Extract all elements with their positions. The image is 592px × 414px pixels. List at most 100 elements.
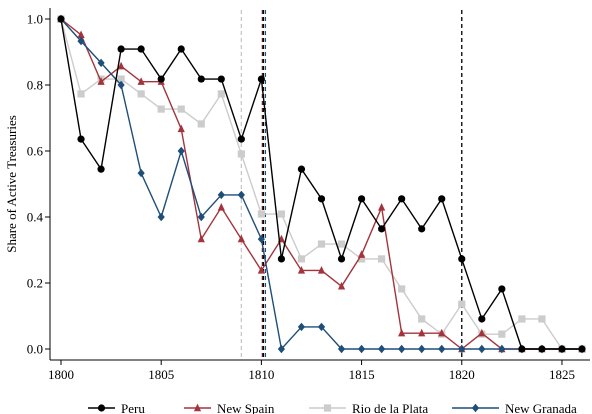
y-tick-label: 0.0 bbox=[27, 342, 43, 357]
x-tick-label: 1815 bbox=[349, 367, 375, 382]
data-point-rio-de-la-plata bbox=[418, 315, 426, 323]
data-point-new-spain bbox=[97, 77, 105, 85]
series-layer bbox=[57, 14, 586, 354]
data-point-new-granada bbox=[418, 344, 426, 354]
data-point-peru bbox=[157, 75, 165, 83]
data-point-new-granada bbox=[177, 146, 185, 156]
data-point-new-granada bbox=[317, 322, 326, 332]
data-point-rio-de-la-plata bbox=[337, 240, 346, 248]
data-point-new-granada bbox=[297, 322, 306, 332]
legend-entry-new-spain: New Spain bbox=[184, 401, 275, 414]
data-point-rio-de-la-plata bbox=[498, 330, 506, 338]
axes: 1800 1805 1810 1815 1820 1825 0.0 0.2 0.4 0.6 0.8… bbox=[27, 8, 590, 382]
data-point-peru bbox=[237, 135, 245, 143]
data-point-new-spain bbox=[137, 77, 145, 85]
x-tick-label: 1810 bbox=[248, 367, 274, 382]
data-point-new-granada bbox=[257, 234, 265, 244]
y-axis-title: Share of Active Treasuries bbox=[4, 115, 19, 253]
data-point-rio-de-la-plata bbox=[277, 210, 286, 218]
data-point-peru bbox=[97, 165, 105, 173]
data-point-peru bbox=[257, 75, 265, 83]
data-point-rio-de-la-plata bbox=[317, 240, 326, 248]
series-line-new-spain bbox=[60, 18, 582, 350]
data-point-peru bbox=[498, 285, 506, 293]
data-point-new-granada bbox=[237, 190, 245, 200]
data-point-new-granada bbox=[137, 168, 145, 178]
data-point-new-granada bbox=[97, 58, 105, 68]
legend-label-peru: Peru bbox=[121, 401, 145, 414]
series-line-rio-de-la-plata bbox=[60, 18, 582, 350]
data-point-new-granada bbox=[498, 344, 506, 354]
data-point-rio-de-la-plata bbox=[297, 255, 306, 263]
data-point-new-granada bbox=[378, 344, 386, 354]
data-point-new-spain bbox=[197, 234, 205, 243]
data-point-peru bbox=[197, 75, 205, 83]
data-point-new-spain bbox=[217, 203, 225, 211]
data-point-new-granada bbox=[197, 212, 205, 222]
legend-label-rio-de-la-plata: Rio de la Plata bbox=[352, 401, 428, 414]
data-point-rio-de-la-plata bbox=[357, 255, 366, 263]
y-tick-label: 0.4 bbox=[27, 210, 44, 225]
legend-entry-rio-de-la-plata: Rio de la Plata bbox=[309, 401, 428, 414]
data-point-new-spain bbox=[337, 281, 346, 290]
data-point-rio-de-la-plata bbox=[137, 90, 145, 98]
x-tick-label: 1820 bbox=[449, 367, 475, 382]
data-point-peru bbox=[378, 225, 386, 233]
data-point-peru bbox=[277, 255, 286, 263]
series-peru bbox=[57, 15, 586, 353]
data-point-rio-de-la-plata bbox=[157, 105, 165, 113]
data-point-new-granada bbox=[398, 344, 406, 354]
y-tick-label: 0.6 bbox=[27, 144, 44, 159]
data-point-rio-de-la-plata bbox=[77, 90, 85, 98]
data-point-peru bbox=[137, 45, 145, 53]
data-point-rio-de-la-plata bbox=[217, 90, 225, 98]
legend: Peru New Spain Rio de la Plata New Granada bbox=[88, 401, 577, 414]
data-point-peru bbox=[217, 75, 225, 83]
legend-marker-new-spain bbox=[193, 403, 202, 412]
data-point-new-spain bbox=[117, 61, 125, 70]
data-point-rio-de-la-plata bbox=[257, 210, 265, 218]
y-axis-ticks: 0.0 0.2 0.4 0.6 0.8 1.0 bbox=[27, 12, 50, 357]
data-point-peru bbox=[438, 195, 446, 203]
x-axis-ticks: 1800 1805 1810 1815 1820 1825 bbox=[48, 360, 575, 382]
data-point-new-granada bbox=[117, 80, 125, 90]
data-point-peru bbox=[538, 345, 546, 353]
data-point-new-granada bbox=[337, 344, 346, 354]
data-point-new-spain bbox=[438, 328, 446, 337]
data-point-rio-de-la-plata bbox=[518, 315, 526, 323]
data-point-new-spain bbox=[237, 234, 245, 243]
data-point-peru bbox=[518, 345, 526, 353]
legend-marker-rio-de-la-plata bbox=[323, 404, 332, 412]
data-point-new-granada bbox=[157, 212, 165, 222]
legend-entry-new-granada: New Granada bbox=[452, 401, 577, 414]
data-point-new-spain bbox=[297, 266, 306, 274]
y-tick-label: 0.2 bbox=[27, 276, 43, 291]
data-point-peru bbox=[317, 195, 326, 203]
series-line-new-granada bbox=[60, 18, 582, 351]
data-point-new-spain bbox=[478, 328, 486, 337]
data-point-peru bbox=[398, 195, 406, 203]
data-point-new-granada bbox=[357, 344, 366, 354]
x-tick-label: 1805 bbox=[148, 367, 174, 382]
data-point-peru bbox=[458, 255, 466, 263]
data-point-new-spain bbox=[257, 266, 265, 274]
data-point-new-granada bbox=[438, 344, 446, 354]
data-point-new-spain bbox=[418, 328, 426, 337]
data-point-peru bbox=[337, 255, 346, 263]
legend-label-new-spain: New Spain bbox=[217, 401, 275, 414]
legend-marker-peru bbox=[97, 404, 106, 412]
data-point-peru bbox=[478, 315, 486, 323]
y-tick-label: 0.8 bbox=[27, 78, 43, 93]
data-point-new-spain bbox=[317, 266, 326, 274]
legend-label-new-granada: New Granada bbox=[505, 401, 577, 414]
data-point-new-spain bbox=[398, 328, 406, 337]
data-point-peru bbox=[578, 345, 586, 353]
reference-lines bbox=[240, 10, 463, 360]
data-point-rio-de-la-plata bbox=[117, 75, 125, 83]
x-tick-label: 1825 bbox=[549, 367, 575, 382]
data-point-rio-de-la-plata bbox=[378, 255, 386, 263]
data-point-rio-de-la-plata bbox=[398, 285, 406, 293]
data-point-peru bbox=[77, 135, 85, 143]
data-point-rio-de-la-plata bbox=[237, 150, 245, 158]
